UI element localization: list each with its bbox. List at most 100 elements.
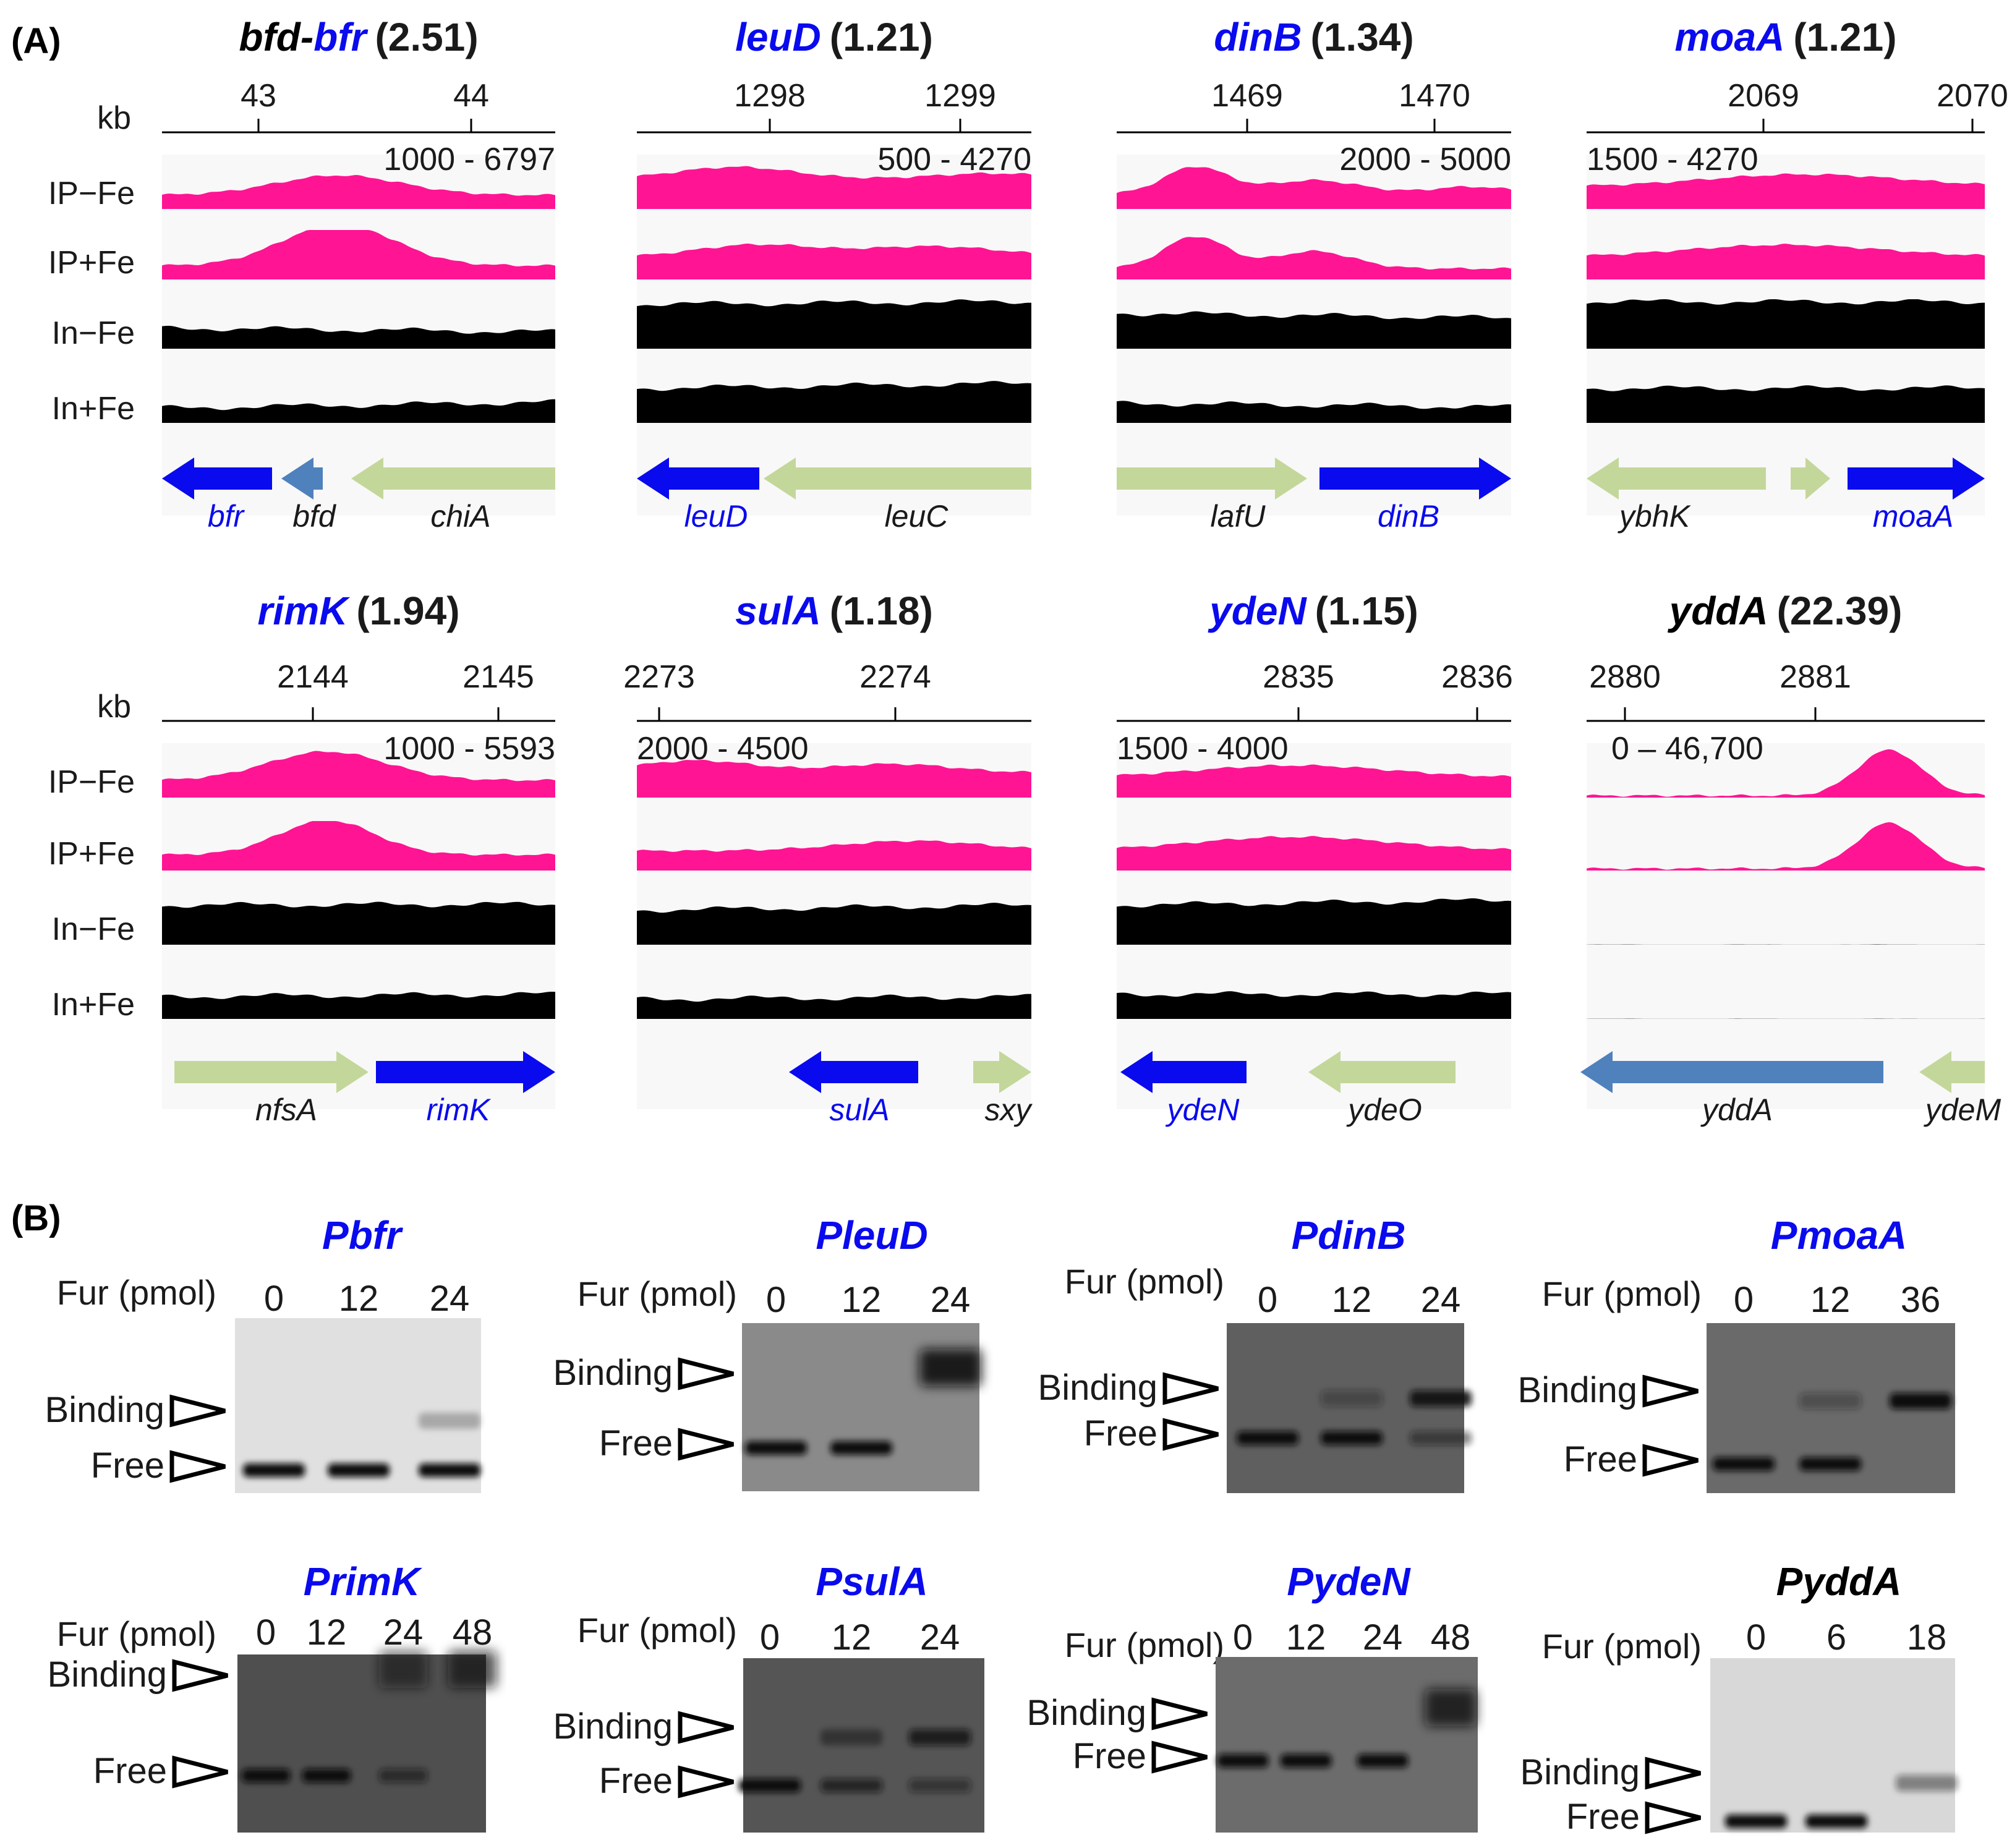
locus-title: leuD (1.21) <box>735 15 933 59</box>
lane-amount: 12 <box>339 1279 379 1319</box>
band-marker-arrow <box>169 1450 226 1483</box>
signal-track-0 <box>637 759 1031 798</box>
kb-tick-label: 1299 <box>924 78 996 114</box>
gel-band <box>1217 1754 1269 1768</box>
gene-label: sulA <box>829 1092 889 1127</box>
kb-tick-label: 2274 <box>859 659 931 695</box>
signal-track-0 <box>637 166 1031 209</box>
gel-band <box>821 1729 882 1745</box>
gel-band <box>328 1463 390 1477</box>
signal-track-2 <box>637 903 1031 945</box>
lane-amount: 12 <box>307 1612 347 1653</box>
track-label: In+Fe <box>52 987 135 1023</box>
signal-track-2 <box>162 325 555 349</box>
gene-arrow <box>1120 1051 1247 1093</box>
band-marker-arrow <box>1151 1697 1208 1731</box>
gel-image <box>1710 1658 1955 1833</box>
signal-track-3 <box>1587 385 1985 423</box>
gene-arrow <box>1848 458 1985 500</box>
kb-tick-label: 2880 <box>1589 659 1661 695</box>
gel-image <box>742 1323 979 1491</box>
signal-track-1 <box>162 821 555 871</box>
lane-amount: 24 <box>383 1612 424 1653</box>
free-label: Free <box>1566 1797 1640 1837</box>
band-marker-arrow <box>1162 1372 1219 1405</box>
signal-track-0 <box>1587 749 1985 798</box>
band-marker-arrow <box>678 1711 734 1744</box>
gel-band <box>1896 1775 1958 1791</box>
fur-pmol-label: Fur (pmol) <box>57 1614 216 1653</box>
gene-arrow <box>351 458 555 500</box>
signal-track-2 <box>1587 299 1985 349</box>
signal-range: 0 – 46,700 <box>1611 731 1763 767</box>
gene-label: ydeO <box>1346 1092 1422 1127</box>
signal-range: 1000 - 5593 <box>383 731 555 767</box>
emsa-gel-1: PleuD Fur (pmol) 0 12 24 Binding Free <box>553 1213 981 1491</box>
free-label: Free <box>599 1761 673 1801</box>
gel-band <box>243 1463 305 1477</box>
signal-track-3 <box>637 994 1031 1019</box>
lane-amount: 24 <box>1421 1280 1461 1320</box>
band-marker-arrow <box>1645 1756 1701 1790</box>
gel-band <box>1799 1393 1861 1409</box>
locus-score: (1.21) <box>830 15 933 59</box>
lane-amount: 48 <box>1431 1617 1471 1658</box>
track-background <box>1587 743 1985 1109</box>
gel-band <box>1890 1393 1951 1409</box>
gene-label: bfr <box>208 499 245 534</box>
emsa-title: PdinB <box>1292 1213 1406 1258</box>
locus-title: dinB (1.34) <box>1214 15 1413 59</box>
emsa-gel-4: PrimK Fur (pmol) 0 12 24 48 Binding Free <box>48 1559 497 1833</box>
free-label: Free <box>599 1423 673 1463</box>
lane-amount: 12 <box>1332 1280 1372 1320</box>
gene-label: sxy <box>985 1092 1033 1127</box>
band-marker-arrow <box>1642 1444 1699 1477</box>
kb-tick-label: 43 <box>241 78 276 114</box>
binding-label: Binding <box>553 1353 673 1393</box>
free-label: Free <box>93 1751 167 1791</box>
gene-arrow <box>1308 1051 1456 1093</box>
kb-tick-label: 2069 <box>1728 78 1799 114</box>
signal-track-0 <box>1587 173 1985 209</box>
gene-label: yddA <box>1700 1092 1773 1127</box>
emsa-title: PyddA <box>1776 1559 1902 1604</box>
emsa-title: PsulA <box>816 1559 927 1604</box>
signal-track-2 <box>1117 898 1511 945</box>
gel-image <box>1216 1657 1478 1833</box>
locus-name-b: bfr <box>313 15 368 59</box>
lane-amount: 36 <box>1901 1280 1941 1320</box>
lane-amount: 12 <box>1810 1280 1851 1320</box>
emsa-title: PrimK <box>304 1559 423 1604</box>
gel-image <box>1227 1323 1464 1493</box>
gel-band <box>1725 1815 1787 1828</box>
signal-track-1 <box>162 230 555 279</box>
signal-track-2 <box>1117 311 1511 349</box>
signal-track-0 <box>162 175 555 209</box>
signal-track-3 <box>162 992 555 1019</box>
lane-amount: 0 <box>1734 1280 1754 1320</box>
signal-track-1 <box>637 244 1031 279</box>
emsa-title: PmoaA <box>1771 1213 1908 1258</box>
signal-track-3 <box>637 381 1031 423</box>
gel-band <box>378 1769 428 1782</box>
locus-score: (1.21) <box>1793 15 1896 59</box>
kb-tick-label: 2070 <box>1937 78 2008 114</box>
signal-track-1 <box>1587 822 1985 871</box>
gene-arrow <box>281 458 323 500</box>
locus-title: ydeN (1.15) <box>1208 589 1418 633</box>
free-label: Free <box>91 1446 164 1486</box>
locus-title: rimK (1.94) <box>258 589 460 633</box>
binding-label: Binding <box>1520 1752 1640 1792</box>
lane-amount: 24 <box>931 1280 971 1320</box>
lane-amount: 24 <box>920 1617 960 1658</box>
kb-tick-label: 1470 <box>1399 78 1470 114</box>
lane-amount: 0 <box>766 1280 786 1320</box>
locus-name: bfd <box>239 15 301 59</box>
kb-tick-label: 2836 <box>1441 659 1513 695</box>
